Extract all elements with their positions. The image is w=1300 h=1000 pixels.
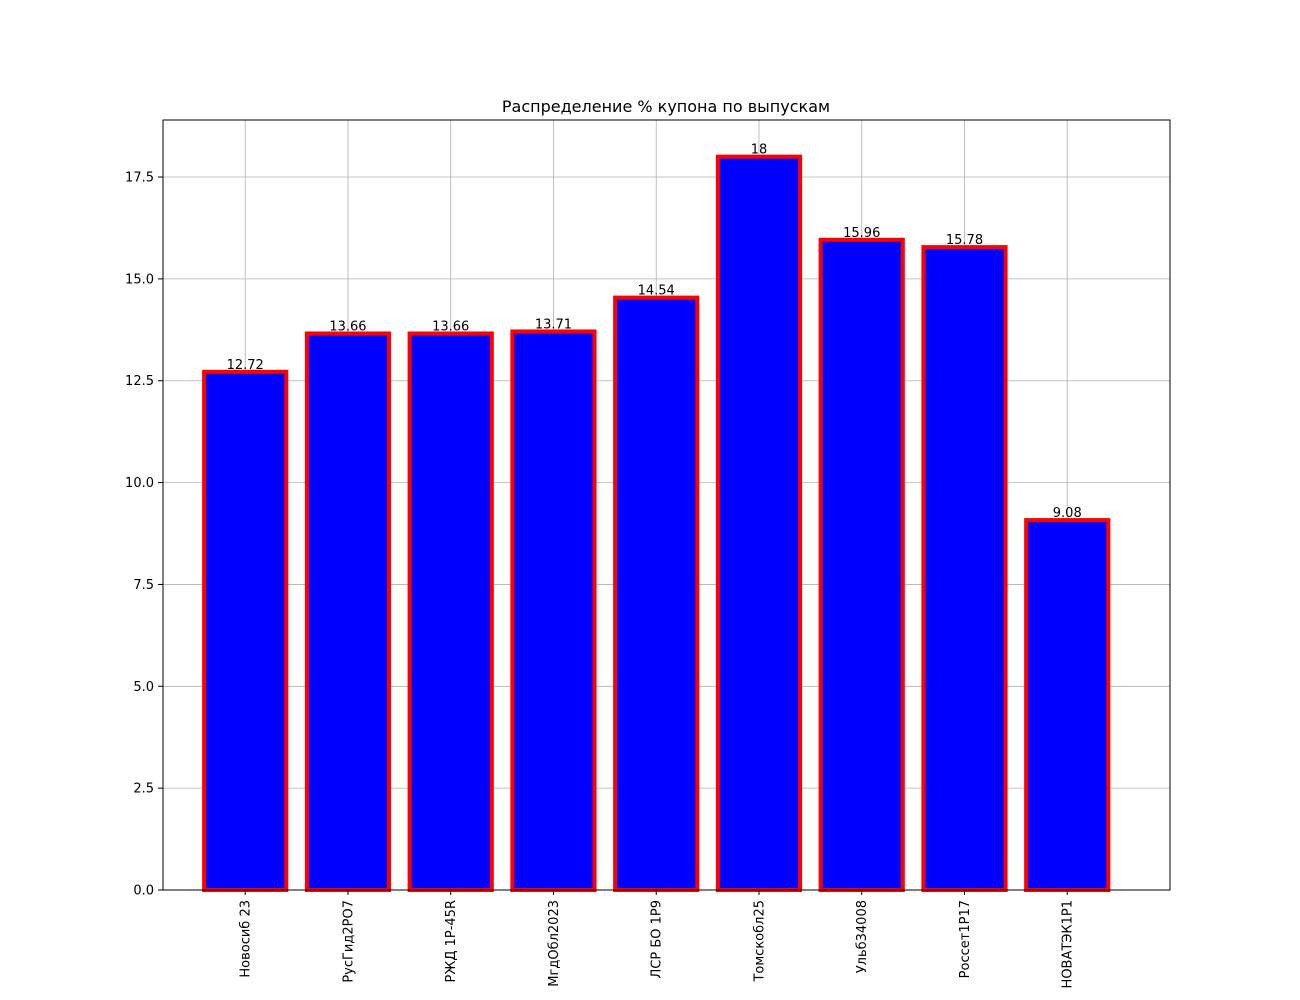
bar — [407, 331, 494, 892]
bar — [921, 245, 1008, 893]
x-tick-label: РусГид2РО7 — [341, 900, 356, 983]
y-tick-label: 15.0 — [125, 272, 154, 287]
x-tick-label: МгдОбл2023 — [547, 900, 562, 987]
bar — [202, 369, 289, 892]
bar-value-labels: 12.72 13.66 13.66 13.71 14.54 18 15.96 15.78 9.0… — [227, 143, 1082, 521]
y-axis: 0.0 2.5 5.0 7.5 10.0 12.5 15.0 17.5 — [125, 171, 163, 899]
x-tick-label: Россет1Р17 — [958, 900, 973, 978]
y-tick-label: 10.0 — [125, 476, 154, 491]
bar-value-label: 18 — [751, 143, 768, 158]
y-tick-label: 2.5 — [133, 782, 154, 797]
bar-value-label: 15.96 — [843, 226, 880, 241]
bars — [202, 154, 1111, 893]
y-tick-label: 0.0 — [133, 884, 154, 899]
y-tick-label: 5.0 — [133, 680, 154, 695]
bar-value-label: 14.54 — [638, 284, 675, 299]
bar — [715, 154, 803, 892]
bar-value-label: 13.66 — [432, 319, 469, 334]
x-tick-label: Томскобл25 — [752, 900, 767, 983]
plot-frame — [162, 119, 1171, 891]
bar-value-label: 12.72 — [227, 358, 264, 373]
bar-value-label: 13.71 — [535, 317, 572, 332]
y-tick-label: 12.5 — [125, 374, 154, 389]
x-axis: Новосиб 23 РусГид2РО7 РЖД 1Р-45R МгдОбл2023… — [239, 890, 1076, 988]
bar — [613, 295, 700, 892]
bar — [818, 237, 905, 892]
y-tick-label: 17.5 — [125, 171, 154, 186]
y-tick-label: 7.5 — [133, 578, 154, 593]
chart-title: Распределение % купона по выпускам — [502, 97, 830, 116]
bar-value-label: 15.78 — [946, 233, 983, 248]
bar-value-label: 9.08 — [1053, 506, 1082, 521]
x-tick-label: НОВАТЭК1Р1 — [1061, 900, 1076, 988]
bar — [304, 331, 392, 892]
bar — [1024, 518, 1111, 893]
x-tick-label: Ульб34008 — [855, 900, 870, 973]
bar — [510, 329, 597, 892]
x-tick-label: ЛСР БО 1Р9 — [650, 900, 665, 979]
x-tick-label: Новосиб 23 — [239, 900, 254, 978]
x-tick-label: РЖД 1Р-45R — [444, 900, 459, 983]
bar-value-label: 13.66 — [329, 319, 366, 334]
